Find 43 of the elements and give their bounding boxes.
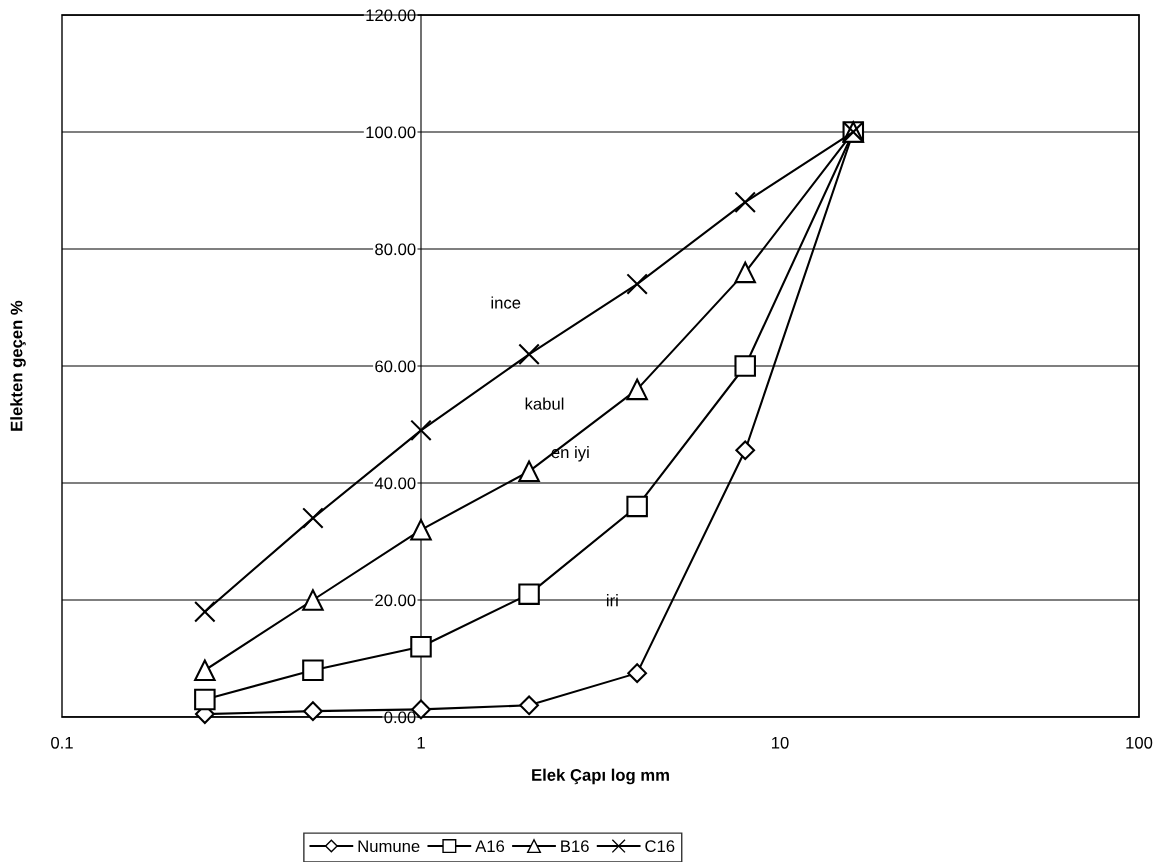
point bbox=[626, 378, 648, 401]
x-axis-title: Elek Çapı log mm bbox=[532, 768, 669, 785]
y-tick-label: 20.00 bbox=[375, 594, 416, 607]
y-tick-label: 100.00 bbox=[366, 126, 416, 139]
point bbox=[194, 688, 216, 711]
point bbox=[626, 495, 648, 518]
point bbox=[410, 519, 432, 541]
legend-label: B16 bbox=[561, 840, 589, 853]
point bbox=[735, 440, 756, 461]
point bbox=[518, 460, 540, 483]
point bbox=[734, 261, 756, 284]
point bbox=[194, 600, 216, 623]
legend-label: C16 bbox=[645, 840, 675, 853]
point bbox=[302, 659, 324, 681]
y-axis-title: Elekten geçen % bbox=[10, 300, 26, 431]
y-tick-label: 40.00 bbox=[374, 477, 416, 490]
annotation: iri bbox=[606, 594, 618, 607]
point bbox=[734, 355, 756, 377]
annotation: kabul bbox=[525, 397, 564, 410]
legend-label: A16 bbox=[475, 840, 505, 853]
point bbox=[302, 507, 324, 529]
point bbox=[627, 663, 648, 683]
point bbox=[194, 659, 216, 681]
point bbox=[410, 636, 432, 658]
y-tick-label: 60.00 bbox=[375, 360, 416, 373]
point bbox=[518, 583, 540, 605]
x-tick-label: 1 bbox=[417, 737, 425, 749]
point bbox=[410, 419, 432, 442]
y-tick-label: 0.00 bbox=[384, 711, 416, 724]
point bbox=[626, 273, 648, 295]
point bbox=[302, 589, 324, 611]
point bbox=[303, 701, 323, 722]
point bbox=[518, 343, 540, 366]
annotation: en iyi bbox=[551, 445, 589, 462]
x-tick-label: 0.1 bbox=[51, 736, 73, 749]
point bbox=[734, 191, 756, 213]
point bbox=[519, 695, 539, 716]
x-tick-label: 100 bbox=[1126, 736, 1153, 749]
x-tick-label: 10 bbox=[772, 736, 789, 749]
legend-label: Numune bbox=[358, 840, 420, 853]
y-tick-label: 120.00 bbox=[366, 9, 416, 22]
annotation: ince bbox=[491, 296, 521, 309]
y-tick-label: 80.00 bbox=[375, 243, 416, 256]
